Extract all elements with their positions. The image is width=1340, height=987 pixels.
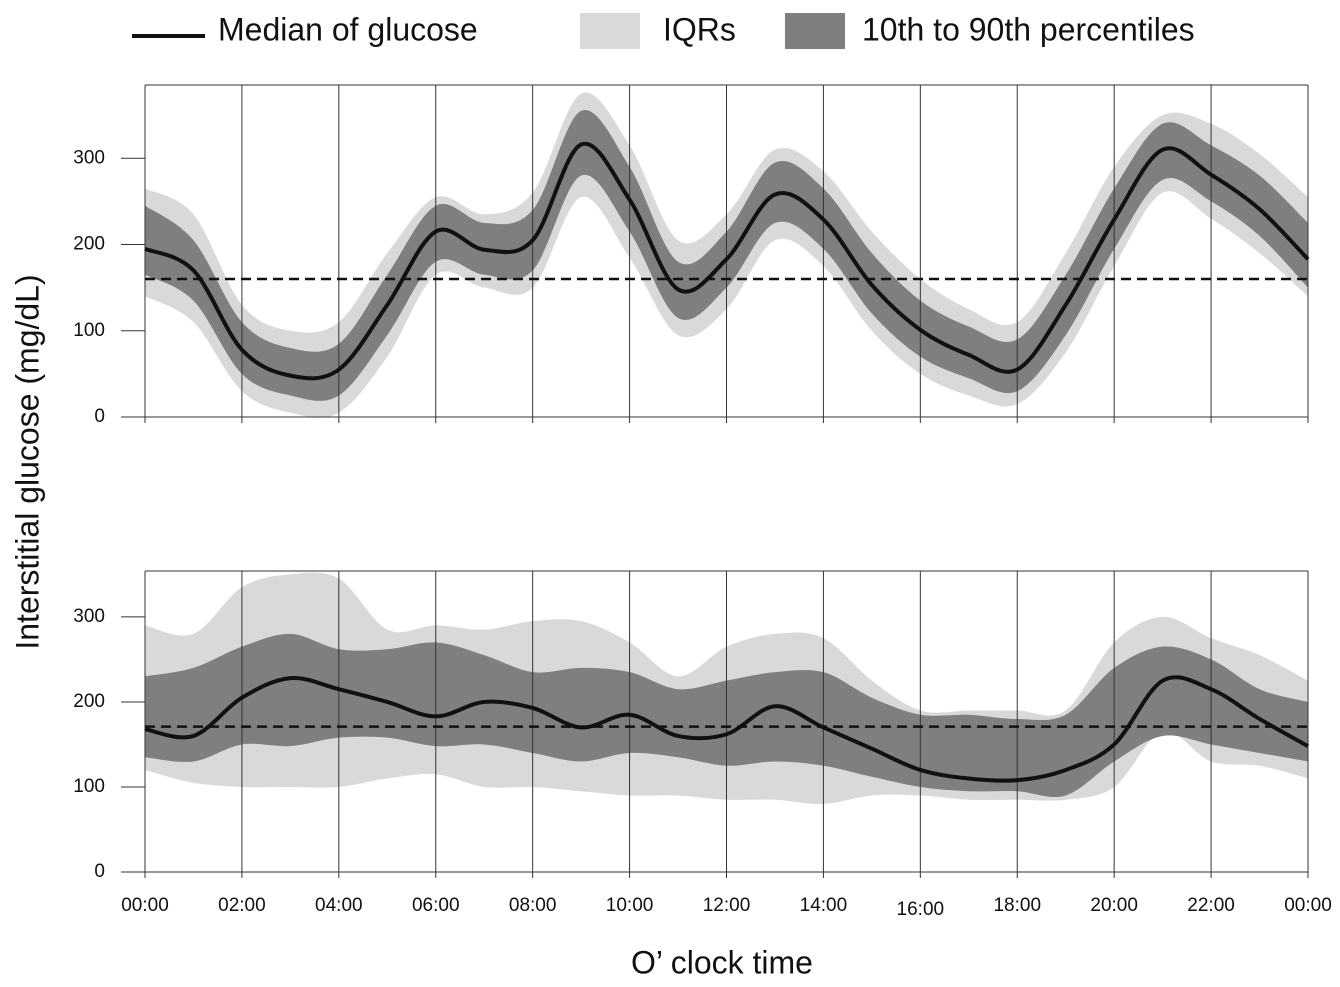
y-tick-label: 0 xyxy=(94,406,105,427)
x-tick-label: 02:00 xyxy=(218,895,266,916)
legend-swatch xyxy=(785,13,845,49)
y-tick-label: 200 xyxy=(73,234,105,255)
x-tick-label: 14:00 xyxy=(800,895,848,916)
x-tick-label: 08:00 xyxy=(509,895,557,916)
legend-label: 10th to 90th percentiles xyxy=(862,11,1195,47)
y-tick-label: 100 xyxy=(73,320,105,341)
x-tick-label: 00:00 xyxy=(121,895,169,916)
legend-swatch xyxy=(580,13,640,49)
y-axis-label: Interstitial glucose (mg/dL) xyxy=(9,274,45,649)
x-tick-label: 10:00 xyxy=(606,895,654,916)
x-tick-label: 12:00 xyxy=(703,895,751,916)
y-tick-label: 200 xyxy=(73,691,105,712)
x-tick-label: 20:00 xyxy=(1090,895,1138,916)
legend-label: IQRs xyxy=(663,11,736,47)
x-axis-label: O’ clock time xyxy=(631,944,813,980)
legend-label: Median of glucose xyxy=(218,11,478,47)
median-line xyxy=(144,141,1310,381)
y-tick-label: 100 xyxy=(73,776,105,797)
x-tick-label: 00:00 xyxy=(1284,895,1332,916)
y-tick-label: 300 xyxy=(73,147,105,168)
x-tick-label: 22:00 xyxy=(1187,895,1235,916)
x-tick-label: 06:00 xyxy=(412,895,460,916)
y-tick-label: 0 xyxy=(94,861,105,882)
y-tick-label: 300 xyxy=(73,606,105,627)
x-tick-label: 04:00 xyxy=(315,895,363,916)
median-line xyxy=(144,675,1309,783)
x-tick-label: 18:00 xyxy=(993,895,1041,916)
x-tick-label: 16:00 xyxy=(897,899,945,920)
